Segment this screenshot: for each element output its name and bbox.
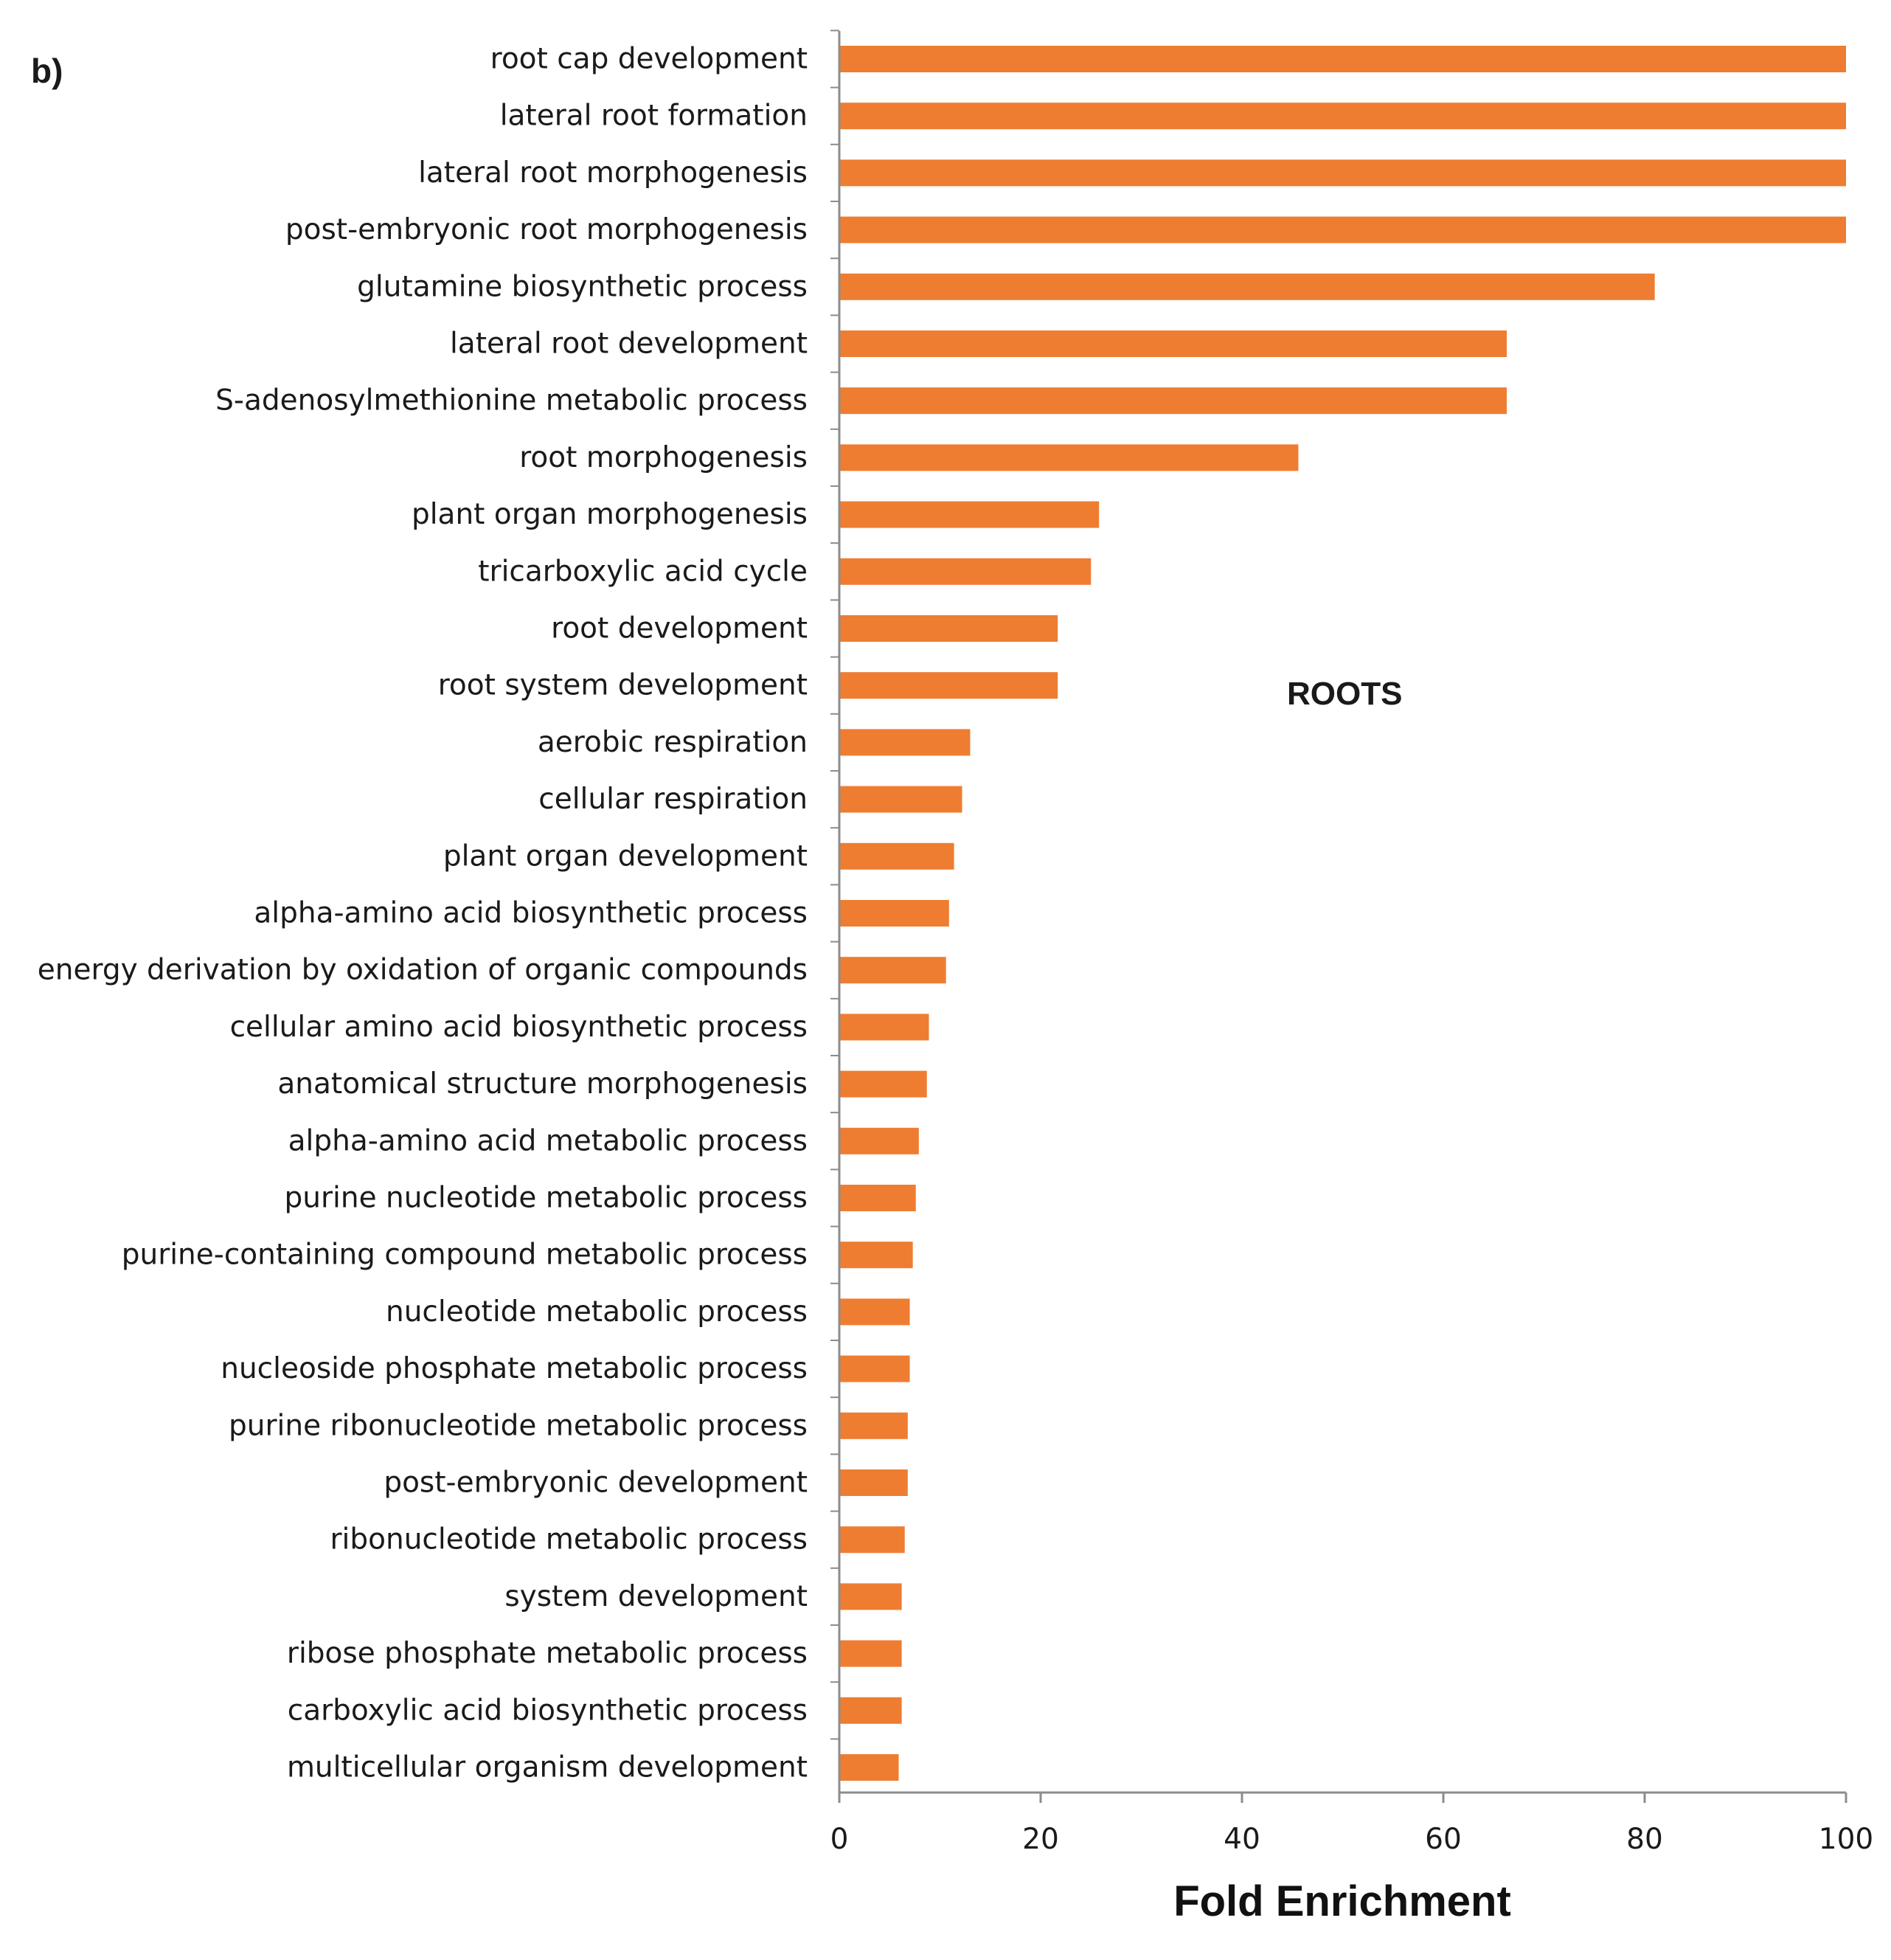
category-label: purine nucleotide metabolic process bbox=[285, 1182, 808, 1215]
bar-16 bbox=[839, 900, 949, 927]
bar-13 bbox=[839, 729, 971, 756]
bar-6 bbox=[839, 330, 1507, 357]
category-label: alpha-amino acid metabolic process bbox=[288, 1124, 808, 1157]
bar-23 bbox=[839, 1298, 910, 1326]
category-label: plant organ morphogenesis bbox=[412, 498, 808, 531]
bar-15 bbox=[839, 842, 954, 870]
bar-27 bbox=[839, 1526, 905, 1554]
bar-24 bbox=[839, 1355, 910, 1382]
category-label: tricarboxylic acid cycle bbox=[478, 555, 808, 588]
bar-12 bbox=[839, 672, 1058, 699]
x-tick-label: 0 bbox=[830, 1823, 849, 1856]
bar-26 bbox=[839, 1469, 908, 1496]
category-label: lateral root morphogenesis bbox=[418, 156, 808, 190]
category-label: system development bbox=[504, 1580, 808, 1613]
category-label: multicellular organism development bbox=[287, 1751, 808, 1784]
x-tick-label: 20 bbox=[1022, 1823, 1059, 1856]
category-label: ribonucleotide metabolic process bbox=[330, 1523, 808, 1556]
bar-1 bbox=[839, 46, 1846, 72]
category-label: post-embryonic root morphogenesis bbox=[285, 213, 808, 246]
category-label: cellular amino acid biosynthetic process bbox=[230, 1011, 808, 1044]
bar-3 bbox=[839, 159, 1846, 187]
bar-14 bbox=[839, 786, 962, 813]
category-label: energy derivation by oxidation of organi… bbox=[38, 954, 808, 987]
bar-20 bbox=[839, 1127, 919, 1154]
category-label: post-embryonic development bbox=[384, 1466, 808, 1500]
bar-25 bbox=[839, 1412, 908, 1439]
x-tick-label: 80 bbox=[1626, 1823, 1663, 1856]
bar-28 bbox=[839, 1583, 902, 1610]
bar-30 bbox=[839, 1697, 902, 1724]
category-label: ribose phosphate metabolic process bbox=[287, 1637, 808, 1670]
bar-19 bbox=[839, 1070, 927, 1098]
bar-21 bbox=[839, 1185, 916, 1211]
bar-18 bbox=[839, 1014, 929, 1041]
category-label: root system development bbox=[438, 669, 808, 702]
category-labels: root cap development lateral root formati… bbox=[38, 43, 808, 1784]
x-tick-label: 100 bbox=[1819, 1823, 1873, 1856]
bar-9 bbox=[839, 501, 1100, 528]
x-axis-title: Fold Enrichment bbox=[1173, 1877, 1511, 1925]
category-label: nucleoside phosphate metabolic process bbox=[221, 1352, 808, 1385]
panel-label: b) bbox=[31, 52, 63, 90]
bar-5 bbox=[839, 273, 1655, 300]
bar-8 bbox=[839, 444, 1299, 471]
bar-11 bbox=[839, 615, 1058, 642]
bar-7 bbox=[839, 387, 1507, 415]
category-label: carboxylic acid biosynthetic process bbox=[288, 1694, 808, 1727]
category-label: alpha-amino acid biosynthetic process bbox=[254, 897, 808, 930]
category-label: plant organ development bbox=[443, 839, 808, 873]
category-label: cellular respiration bbox=[538, 783, 808, 816]
category-label: lateral root formation bbox=[500, 100, 808, 133]
bar-22 bbox=[839, 1242, 913, 1269]
bar-29 bbox=[839, 1640, 902, 1667]
category-label: purine-containing compound metabolic pro… bbox=[122, 1239, 808, 1272]
x-tick-label: 40 bbox=[1224, 1823, 1260, 1856]
category-label: glutamine biosynthetic process bbox=[357, 270, 808, 303]
chart-annotation: ROOTS bbox=[1287, 676, 1402, 712]
bar-31 bbox=[839, 1754, 899, 1781]
axes: 0 20 40 60 80 100 bbox=[830, 30, 1873, 1856]
category-label: S-adenosylmethionine metabolic process bbox=[215, 384, 808, 418]
x-tick-label: 60 bbox=[1425, 1823, 1462, 1856]
bar-10 bbox=[839, 558, 1092, 585]
category-label: nucleotide metabolic process bbox=[386, 1295, 808, 1329]
category-label: root morphogenesis bbox=[519, 441, 808, 474]
category-label: root cap development bbox=[490, 43, 808, 76]
category-label: anatomical structure morphogenesis bbox=[277, 1067, 808, 1101]
category-label: aerobic respiration bbox=[538, 726, 808, 759]
bar-2 bbox=[839, 103, 1846, 130]
category-label: purine ribonucleotide metabolic process bbox=[229, 1409, 808, 1442]
bars bbox=[839, 46, 1846, 1781]
bar-17 bbox=[839, 957, 946, 984]
category-label: root development bbox=[551, 612, 808, 645]
bar-4 bbox=[839, 216, 1846, 243]
category-label: lateral root development bbox=[450, 328, 808, 361]
